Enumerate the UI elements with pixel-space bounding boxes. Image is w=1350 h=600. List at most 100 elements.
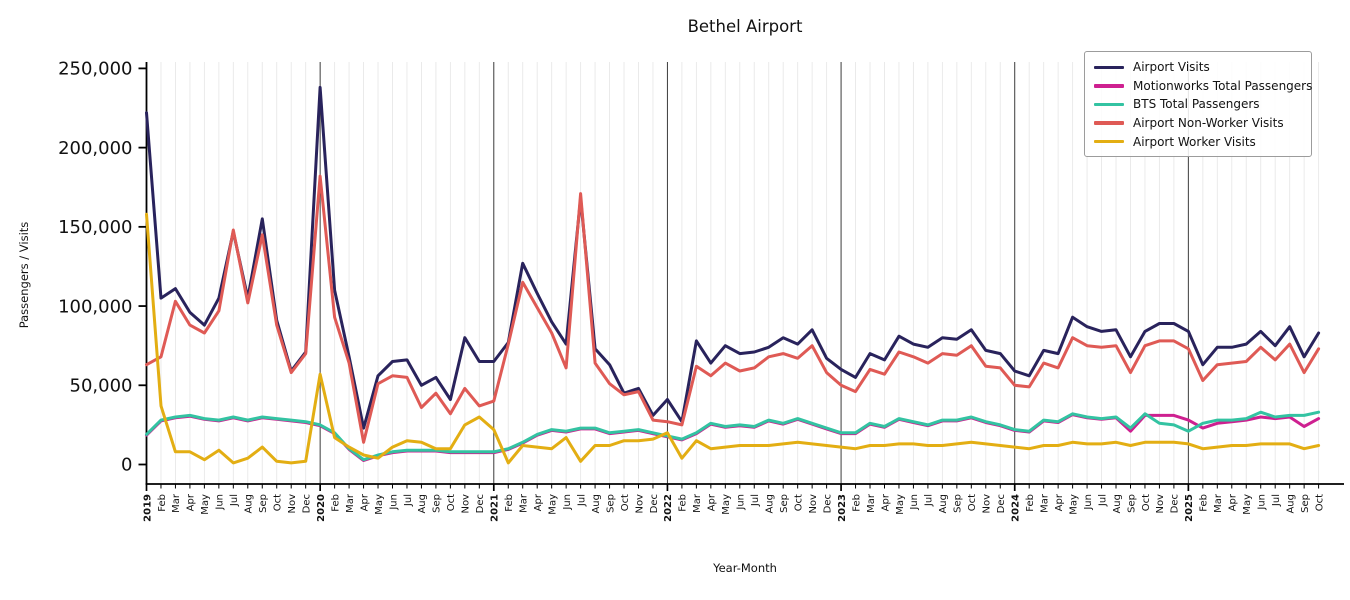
x-tick-label: Feb xyxy=(1025,494,1036,512)
x-tick-label: Oct xyxy=(620,494,631,511)
legend-label: Airport Worker Visits xyxy=(1133,134,1256,149)
x-tick-label: Dec xyxy=(301,494,312,513)
x-tick-label: Nov xyxy=(287,494,298,514)
x-tick-label: Feb xyxy=(330,494,341,512)
x-tick-label: 2019 xyxy=(142,494,153,522)
x-tick-label: Aug xyxy=(417,494,428,514)
x-tick-label: Nov xyxy=(461,494,472,514)
x-tick-label: Oct xyxy=(967,494,978,511)
legend: Airport Visits Motionworks Total Passenge… xyxy=(1084,51,1312,157)
legend-swatch xyxy=(1094,84,1124,88)
x-tick-label: Jul xyxy=(576,494,587,507)
x-tick-label: Jul xyxy=(1271,494,1282,507)
chart-title: Bethel Airport xyxy=(687,17,803,36)
x-tick-label: Jun xyxy=(562,494,573,511)
x-tick-label: Mar xyxy=(1039,493,1050,513)
x-tick-label: Apr xyxy=(359,493,370,511)
x-tick-label: Oct xyxy=(793,494,804,511)
legend-label: Motionworks Total Passengers xyxy=(1133,78,1313,93)
legend-label: Airport Non-Worker Visits xyxy=(1133,116,1284,131)
legend-label: BTS Total Passengers xyxy=(1133,97,1260,112)
x-tick-label: Aug xyxy=(765,494,776,514)
x-tick-label: Jul xyxy=(403,494,414,507)
x-tick-label: Feb xyxy=(157,494,168,512)
x-tick-label: May xyxy=(547,494,558,515)
x-tick-label: 2022 xyxy=(663,494,674,522)
x-tick-label: Mar xyxy=(345,493,356,513)
x-tick-label: 2021 xyxy=(490,494,501,522)
x-tick-label: May xyxy=(200,494,211,515)
x-tick-label: Sep xyxy=(258,494,269,513)
legend-item: Motionworks Total Passengers xyxy=(1094,77,1312,96)
x-tick-label: Dec xyxy=(822,494,833,513)
series-line-airport-worker-visits xyxy=(145,212,1321,465)
x-tick-label: Jun xyxy=(736,494,747,511)
x-tick-label: Jul xyxy=(750,494,761,507)
x-tick-label: Sep xyxy=(432,494,443,513)
x-tick-label: Aug xyxy=(244,494,255,514)
x-tick-label: Sep xyxy=(1300,494,1311,513)
legend-swatch xyxy=(1094,65,1124,70)
x-tick-label: Aug xyxy=(1285,494,1296,514)
x-tick-label: Nov xyxy=(634,494,645,514)
x-tick-label: Mar xyxy=(519,493,530,513)
x-tick-label: Dec xyxy=(475,494,486,513)
x-tick-label: Jul xyxy=(1097,494,1108,507)
x-tick-label: Jul xyxy=(924,494,935,507)
x-tick-label: Sep xyxy=(779,494,790,513)
legend-item: BTS Total Passengers xyxy=(1094,95,1302,114)
x-tick-label: Feb xyxy=(1199,494,1210,512)
y-tick-label: 0 xyxy=(121,455,132,476)
x-axis-label: Year-Month xyxy=(713,561,777,575)
x-tick-label: Mar xyxy=(692,493,703,513)
x-tick-label: May xyxy=(1242,494,1253,515)
series-line-motionworks-total-passengers xyxy=(145,413,1321,462)
legend-label: Airport Visits xyxy=(1133,60,1210,75)
y-tick-label: 150,000 xyxy=(58,217,132,238)
x-tick-label: Apr xyxy=(1054,493,1065,511)
x-tick-label: Mar xyxy=(1213,493,1224,513)
x-tick-label: Oct xyxy=(1141,494,1152,511)
y-tick-label: 50,000 xyxy=(70,375,133,396)
x-tick-label: Oct xyxy=(1314,494,1325,511)
legend-swatch xyxy=(1094,139,1124,144)
legend-swatch xyxy=(1094,121,1124,125)
x-tick-label: Aug xyxy=(1112,494,1123,514)
x-tick-label: May xyxy=(1068,494,1079,515)
x-tick-label: Jun xyxy=(1083,494,1094,511)
x-tick-label: May xyxy=(721,494,732,515)
x-tick-label: 2025 xyxy=(1184,494,1195,522)
x-tick-label: Dec xyxy=(649,494,660,513)
x-tick-label: 2023 xyxy=(837,494,848,522)
x-tick-label: Apr xyxy=(880,493,891,511)
x-tick-label: Sep xyxy=(1126,494,1137,513)
x-tick-label: Aug xyxy=(938,494,949,514)
legend-item: Airport Worker Visits xyxy=(1094,132,1302,151)
x-tick-label: Apr xyxy=(707,493,718,511)
x-tick-label: Apr xyxy=(533,493,544,511)
x-tick-label: Sep xyxy=(953,494,964,513)
x-tick-label: Oct xyxy=(273,494,284,511)
legend-item: Airport Non-Worker Visits xyxy=(1094,114,1302,133)
x-tick-label: 2020 xyxy=(316,494,327,522)
x-tick-label: Nov xyxy=(1155,494,1166,514)
x-tick-label: Mar xyxy=(866,493,877,513)
y-tick-label: 100,000 xyxy=(58,296,132,317)
series-line-airport-visits xyxy=(145,85,1321,430)
x-tick-label: Jun xyxy=(388,494,399,511)
x-tick-label: Aug xyxy=(591,494,602,514)
x-tick-label: Mar xyxy=(171,493,182,513)
y-tick-label: 250,000 xyxy=(58,59,132,80)
x-tick-label: Nov xyxy=(982,494,993,514)
x-tick-label: Oct xyxy=(446,494,457,511)
x-tick-label: Jul xyxy=(229,494,240,507)
x-tick-label: Jun xyxy=(215,494,226,511)
x-tick-label: Dec xyxy=(1170,494,1181,513)
x-tick-label: Nov xyxy=(808,494,819,514)
x-tick-label: Feb xyxy=(851,494,862,512)
x-tick-label: 2024 xyxy=(1011,494,1022,522)
x-tick-label: Apr xyxy=(186,493,197,511)
series-line-airport-non-worker-visits xyxy=(145,174,1321,444)
